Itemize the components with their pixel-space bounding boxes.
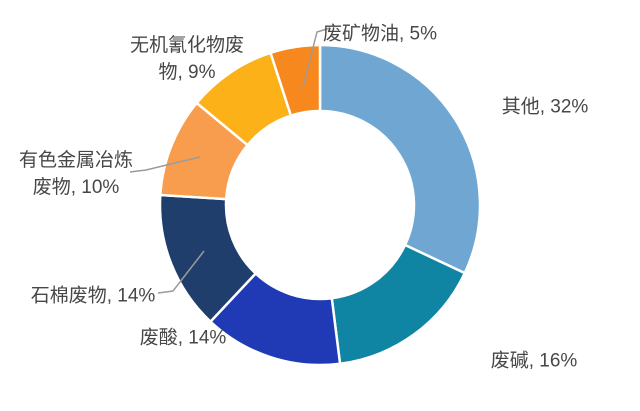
leader-line-nonferrous-smelting-waste [129,156,201,173]
label-waste-alkali: 废碱, 16% [491,348,578,375]
label-waste-mineral-oil-text: 废矿物油, 5% [322,23,438,45]
label-waste-acid: 废酸, 14% [140,325,227,352]
donut-segment-other [318,43,482,275]
label-other: 其他, 32% [502,94,589,121]
label-inorganic-cyanide-waste-line2: 物, 9% [158,62,216,83]
label-nonferrous-smelting-waste-line1: 有色金属冶炼 [18,150,134,171]
label-waste-acid-text: 废酸, 14% [139,327,227,349]
donut-segment-waste-mineral-oil [268,43,322,118]
leader-line-waste-mineral-oil [302,27,331,88]
label-asbestos-waste-text: 石棉废物, 14% [30,285,156,307]
donut-segments [158,43,482,367]
label-inorganic-cyanide-waste: 无机氰化物废 物, 9% [130,32,244,86]
label-waste-alkali-text: 废碱, 16% [490,350,578,372]
label-nonferrous-smelting-waste: 有色金属冶炼 废物, 10% [19,147,133,201]
leader-line-asbestos-waste [157,250,205,294]
donut-segment-waste-alkali [330,243,467,366]
label-nonferrous-smelting-waste-line2: 废物, 10% [32,177,120,198]
label-asbestos-waste: 石棉废物, 14% [31,283,156,310]
label-inorganic-cyanide-waste-line1: 无机氰化物废 [129,35,245,56]
label-waste-mineral-oil: 废矿物油, 5% [323,21,437,48]
label-other-text: 其他, 32% [501,96,589,118]
